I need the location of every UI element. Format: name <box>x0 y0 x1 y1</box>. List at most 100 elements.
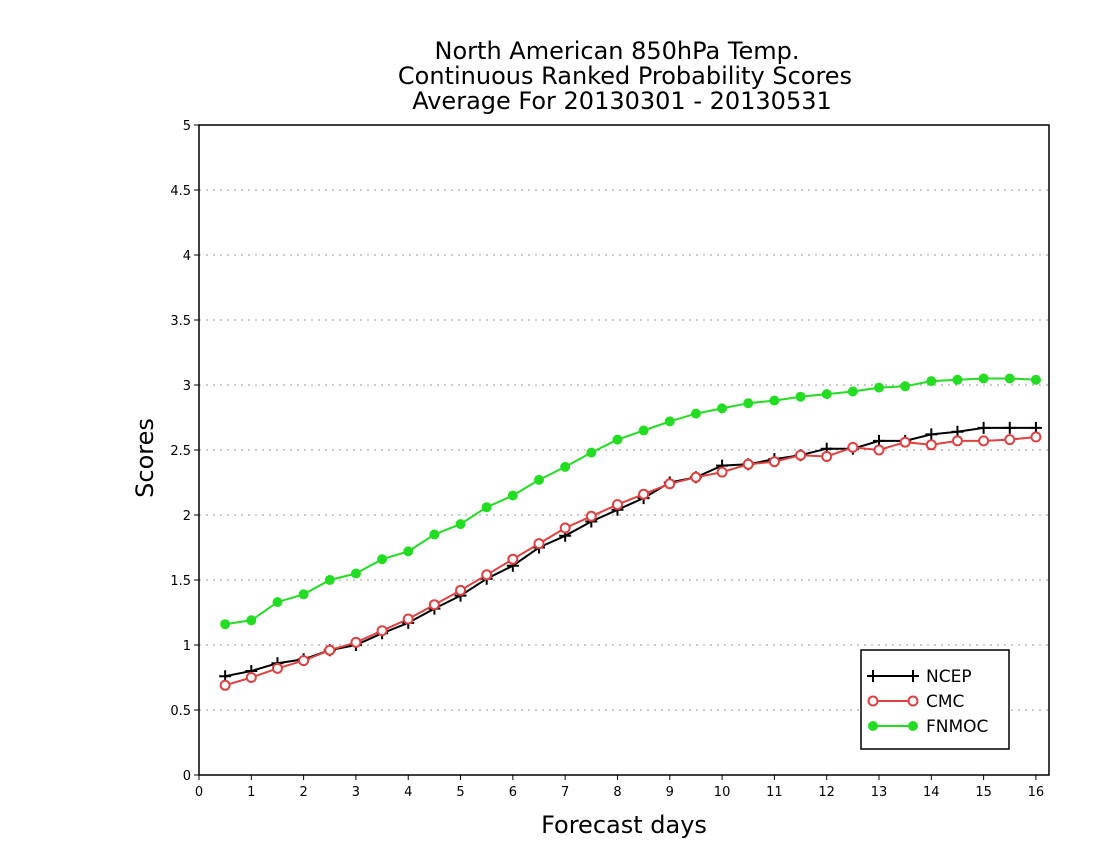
data-point-fnmoc <box>377 554 388 565</box>
data-point-fnmoc <box>1030 374 1041 385</box>
series-line-ncep <box>224 426 1036 678</box>
x-tick-label: 0 <box>195 785 203 800</box>
data-point-fnmoc <box>455 519 466 530</box>
series-line-cmc <box>224 436 1037 687</box>
chart-title-line-1: North American 850hPa Temp. <box>435 37 800 65</box>
data-point-fnmoc <box>847 386 858 397</box>
legend-item-fnmoc: FNMOC <box>868 717 988 737</box>
data-point-fnmoc <box>612 434 623 445</box>
data-point-fnmoc <box>246 615 257 626</box>
x-tick-label: 3 <box>352 785 360 800</box>
data-point-cmc <box>768 456 780 468</box>
data-point-fnmoc <box>507 490 518 501</box>
data-point-fnmoc <box>298 589 309 600</box>
data-point-cmc <box>795 449 807 461</box>
series-layer <box>219 373 1042 691</box>
grid-lines <box>199 189 1049 711</box>
data-point-cmc <box>324 644 336 656</box>
x-tick-label: 5 <box>456 785 464 800</box>
legend-marker <box>868 721 878 731</box>
data-point-fnmoc <box>1004 373 1015 384</box>
data-point-cmc <box>978 435 990 447</box>
x-tick-label: 6 <box>509 785 517 800</box>
data-point-cmc <box>533 538 545 550</box>
legend-marker <box>867 670 879 682</box>
series-line-fnmoc <box>225 377 1036 626</box>
x-tick-label: 14 <box>923 785 940 800</box>
data-point-ncep <box>925 428 938 441</box>
x-tick-label: 11 <box>766 785 783 800</box>
data-point-cmc <box>690 471 702 483</box>
data-point-fnmoc <box>403 546 414 557</box>
series-ncep <box>219 421 1042 683</box>
data-point-fnmoc <box>795 391 806 402</box>
series-cmc <box>219 431 1042 691</box>
data-point-fnmoc <box>560 461 571 472</box>
data-point-fnmoc <box>324 575 335 585</box>
data-point-fnmoc <box>874 382 884 393</box>
x-tick-label: 15 <box>975 785 992 800</box>
y-tick-label: 2 <box>183 509 191 524</box>
data-point-fnmoc <box>272 597 283 608</box>
legend-label: NCEP <box>926 667 972 687</box>
data-point-cmc <box>742 458 754 470</box>
data-point-cmc <box>847 441 859 453</box>
data-point-fnmoc <box>900 381 911 392</box>
data-point-fnmoc <box>926 376 937 387</box>
data-point-fnmoc <box>717 403 728 414</box>
data-point-cmc <box>873 444 885 456</box>
data-point-ncep <box>1003 421 1016 434</box>
data-point-fnmoc <box>978 373 989 384</box>
x-tick-label: 4 <box>404 785 412 800</box>
y-axis-label: Scores <box>131 418 159 498</box>
data-point-fnmoc <box>220 619 231 630</box>
data-point-cmc <box>925 439 937 451</box>
legend-marker <box>907 670 919 682</box>
x-tick-label: 9 <box>666 785 674 800</box>
data-point-cmc <box>298 655 310 667</box>
data-point-cmc <box>271 662 283 674</box>
y-tick-label: 0 <box>183 769 191 784</box>
y-tick-label: 1.5 <box>170 574 191 589</box>
legend-item-cmc: CMC <box>867 692 964 712</box>
data-point-fnmoc <box>638 425 649 436</box>
data-point-fnmoc <box>664 416 675 427</box>
x-tick-label: 10 <box>714 785 731 800</box>
data-point-cmc <box>664 478 676 490</box>
data-point-cmc <box>245 672 257 683</box>
data-point-fnmoc <box>350 568 361 579</box>
data-point-fnmoc <box>429 529 440 540</box>
data-point-cmc <box>716 466 728 478</box>
data-point-cmc <box>219 679 231 691</box>
x-tick-label: 1 <box>247 785 255 800</box>
chart-title-line-2: Continuous Ranked Probability Scores <box>398 62 852 90</box>
data-point-cmc <box>402 613 414 625</box>
data-point-cmc <box>455 584 467 596</box>
data-point-cmc <box>1004 434 1016 446</box>
data-point-cmc <box>821 451 833 462</box>
x-tick-label: 8 <box>613 785 621 800</box>
chart-title-line-3: Average For 20130301 - 20130531 <box>412 87 832 115</box>
x-tick-label: 12 <box>818 785 835 800</box>
y-tick-label: 3 <box>183 379 191 394</box>
data-point-cmc <box>899 436 911 448</box>
data-point-fnmoc <box>534 474 544 485</box>
data-point-cmc <box>376 625 388 637</box>
x-tick-label: 2 <box>299 785 307 800</box>
y-tick-label: 1 <box>183 639 191 654</box>
y-tick-label: 3.5 <box>170 314 191 329</box>
data-point-ncep <box>977 421 990 434</box>
y-tick-label: 5 <box>183 119 191 134</box>
data-point-cmc <box>481 569 493 581</box>
data-point-fnmoc <box>821 389 832 400</box>
data-point-fnmoc <box>952 374 963 385</box>
data-point-cmc <box>611 499 623 511</box>
data-point-cmc <box>428 599 440 611</box>
data-point-cmc <box>585 510 597 522</box>
x-tick-label: 16 <box>1028 785 1045 800</box>
series-fnmoc <box>220 373 1041 630</box>
y-tick-label: 4 <box>183 249 191 264</box>
data-point-cmc <box>951 435 963 447</box>
data-point-fnmoc <box>743 398 754 409</box>
